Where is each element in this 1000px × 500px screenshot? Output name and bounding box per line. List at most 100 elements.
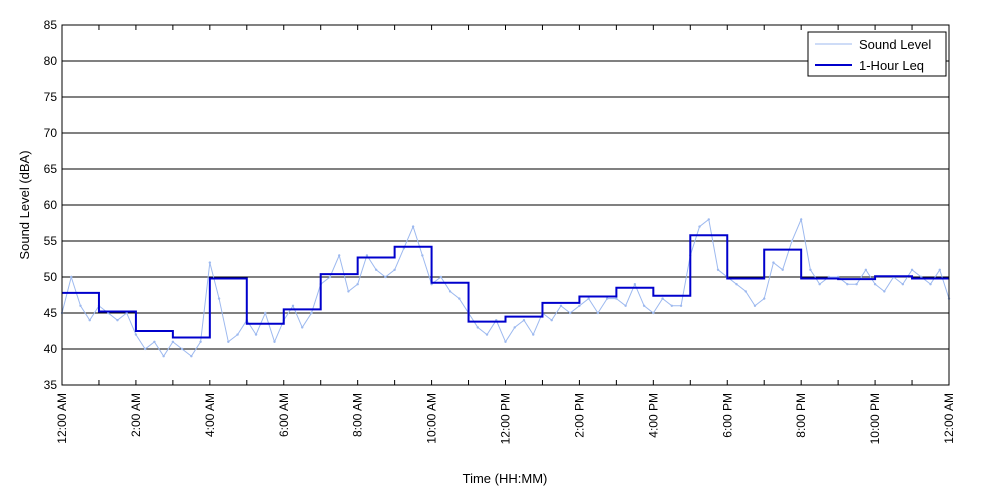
sound-level-point	[448, 290, 452, 293]
sound-level-point	[818, 283, 821, 286]
sound-level-point	[716, 268, 720, 271]
sound-level-point	[605, 297, 609, 300]
sound-level-point	[753, 304, 757, 307]
sound-level-point	[763, 297, 766, 300]
sound-level-point	[679, 304, 683, 307]
sound-level-point	[458, 297, 461, 300]
x-tick-label: 4:00 PM	[646, 393, 660, 438]
sound-level-point	[513, 326, 516, 329]
sound-level-point	[88, 319, 91, 322]
x-tick-label: 12:00 PM	[499, 393, 513, 444]
legend-box	[807, 31, 947, 77]
sound-level-point	[568, 311, 572, 315]
sound-level-point	[171, 340, 175, 343]
x-tick-label: 12:00 AM	[55, 393, 69, 444]
sound-level-point	[864, 268, 868, 271]
sound-level-point	[356, 283, 359, 286]
x-tick-label: 8:00 AM	[351, 393, 365, 437]
x-axis-ticks: 12:00 AM 2:00 AM 4:00 AM 6:00 AM 8:00 AM 10:0…	[55, 25, 956, 444]
sound-level-point	[633, 283, 637, 286]
y-tick-label: 35	[44, 378, 58, 392]
leq-series	[62, 234, 949, 339]
y-axis-title: Sound Level (dBA)	[17, 150, 32, 259]
sound-level-point	[578, 304, 581, 307]
x-tick-label: 12:00 AM	[942, 393, 956, 444]
sound-level-point	[273, 340, 276, 343]
sound-level-point	[504, 340, 507, 343]
sound-level-point	[116, 319, 119, 322]
sound-level-point	[559, 304, 563, 307]
sound-level-point	[347, 290, 350, 293]
sound-level-point	[328, 275, 332, 279]
x-tick-label: 8:00 PM	[794, 393, 808, 438]
y-tick-label: 60	[44, 198, 58, 212]
sound-level-point	[532, 333, 535, 336]
sound-level-point	[781, 268, 784, 271]
sound-level-point	[910, 268, 914, 271]
x-tick-label: 10:00 PM	[868, 393, 882, 444]
x-tick-label: 6:00 AM	[277, 393, 291, 437]
sound-level-point	[652, 311, 655, 315]
sound-level-point	[190, 355, 193, 358]
sound-level-point	[476, 326, 479, 329]
sound-level-point	[929, 283, 932, 286]
sound-level-point	[855, 283, 858, 286]
x-tick-label: 2:00 AM	[129, 393, 143, 437]
sound-level-point	[670, 304, 674, 307]
sound-level-point	[550, 319, 553, 322]
sound-level-point	[301, 326, 304, 329]
sound-level-point	[707, 218, 710, 221]
sound-level-point	[901, 283, 905, 286]
leq-step-line	[62, 234, 949, 339]
y-tick-label: 50	[44, 270, 58, 284]
legend: Sound Level 1-Hour Leq	[807, 31, 947, 77]
sound-level-point	[384, 275, 387, 279]
sound-level-point	[744, 290, 747, 293]
sound-level-point	[883, 290, 886, 293]
sound-level-point	[587, 297, 590, 300]
sound-level-point	[809, 268, 812, 271]
y-tick-label: 40	[44, 342, 58, 356]
legend-label-leq: 1-Hour Leq	[859, 58, 924, 73]
sound-level-point	[799, 218, 803, 221]
sound-level-point	[374, 268, 378, 271]
sound-level-point	[642, 304, 646, 307]
sound-level-point	[790, 239, 794, 243]
sound-level-point	[79, 304, 82, 307]
sound-level-point	[772, 261, 775, 264]
sound-level-point	[217, 297, 221, 300]
sound-level-point	[227, 340, 230, 343]
sound-level-point	[873, 283, 877, 286]
sound-level-point	[153, 340, 156, 343]
sound-level-point	[938, 268, 941, 271]
sound-level-point	[236, 333, 239, 336]
y-tick-label: 80	[44, 54, 58, 68]
sound-level-point	[143, 347, 147, 351]
sound-level-point	[698, 225, 701, 228]
sound-level-point	[846, 283, 849, 286]
sound-level-point	[439, 275, 443, 279]
sound-level-point	[264, 311, 267, 315]
sound-level-point	[162, 355, 165, 358]
y-tick-label: 45	[44, 306, 58, 320]
sound-level-point	[485, 333, 489, 336]
sound-level-point	[291, 304, 295, 307]
x-tick-label: 4:00 AM	[203, 393, 217, 437]
sound-level-point	[70, 275, 73, 279]
sound-level-point	[411, 225, 415, 228]
y-tick-label: 65	[44, 162, 58, 176]
grid-lines	[62, 60, 949, 350]
sound-level-point	[337, 254, 341, 257]
sound-level-point	[596, 311, 600, 315]
x-tick-label: 6:00 PM	[720, 393, 734, 438]
sound-level-point	[624, 304, 627, 307]
sound-level-point	[134, 333, 138, 336]
sound-level-series	[60, 217, 951, 358]
sound-level-point	[365, 254, 369, 257]
sound-level-point	[310, 311, 313, 315]
sound-level-point	[208, 261, 212, 264]
sound-level-point	[421, 254, 424, 257]
sound-level-point	[393, 268, 396, 271]
